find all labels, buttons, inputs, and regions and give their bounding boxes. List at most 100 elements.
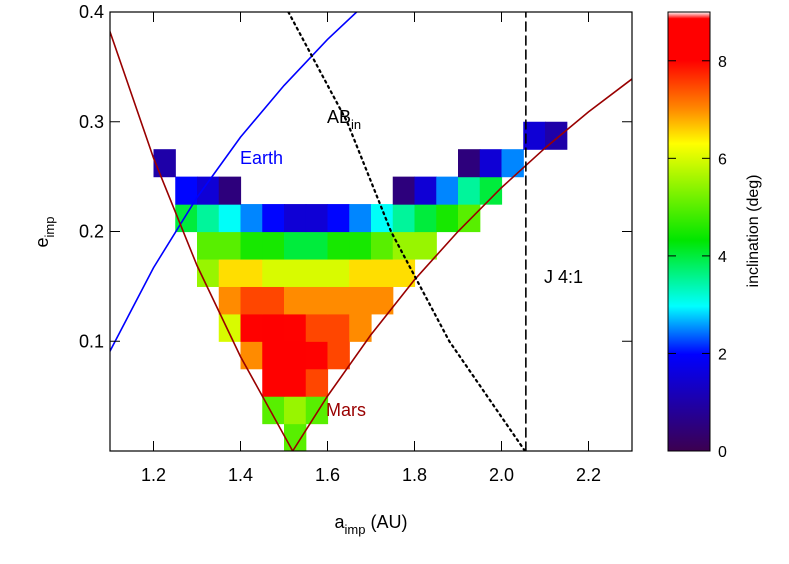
heat-cell [218,258,242,287]
curve [110,30,632,451]
heat-cell [327,258,350,287]
heat-cell [284,258,307,287]
heat-cell [262,258,285,287]
heat-cell [349,231,372,260]
heat-cell [436,176,459,205]
heat-cell [458,176,481,205]
heat-cell [240,258,263,287]
colorbar-axis: 0 2 4 6 8 [668,54,727,461]
heat-cell [197,258,220,287]
heat-cell [349,204,372,233]
heat-cell [371,286,394,315]
heat-cell [284,396,307,425]
heat-cell [218,176,242,205]
heat-cell [305,341,329,370]
y-label-sub: imp [42,217,57,238]
heat-cell [240,231,263,260]
j41-label: J 4:1 [544,267,583,287]
heat-cell [458,149,481,178]
y-tick-label: 0.2 [79,222,104,242]
x-tick-label: 1.4 [228,465,253,485]
heat-cell [414,231,437,260]
heat-cell [240,286,263,315]
heat-cell [327,286,350,315]
heat-cell [305,286,329,315]
heat-cell [371,258,394,287]
curves [110,12,632,451]
heat-cell [218,204,242,233]
heat-cell [175,176,198,205]
heat-cell [262,313,285,342]
heat-cell [327,204,350,233]
heat-cell [349,258,372,287]
heat-cell [349,286,372,315]
heat-cell [284,341,307,370]
heat-cell [218,286,242,315]
heat-cell [153,149,176,178]
heat-cell [501,149,524,178]
colorbar-tick-label: 8 [718,54,727,71]
heat-cell [284,286,307,315]
y-tick-label: 0.1 [79,331,104,351]
axes: 1.2 1.4 1.6 1.8 2.0 2.2 0.1 0.2 0.3 0.4 [79,2,632,485]
x-tick-label: 2.2 [576,465,601,485]
heat-cell [284,231,307,260]
heat-cell [262,396,285,425]
heat-cell [479,176,503,205]
curve [110,12,358,352]
mars-label: Mars [326,400,366,420]
heat-cell [197,231,220,260]
colorbar-tick-label: 4 [718,249,727,266]
y-tick-label: 0.3 [79,112,104,132]
heat-cell [284,368,307,397]
earth-label: Earth [240,148,283,168]
heat-cell [262,204,285,233]
x-axis-label: aimp (AU) [335,512,408,537]
x-tick-label: 1.8 [402,465,427,485]
heat-cell [305,258,329,287]
x-tick-label: 2.0 [489,465,514,485]
plot-frame [109,11,633,452]
heat-cell [240,341,263,370]
heat-cell [414,204,437,233]
heat-cell [305,368,329,397]
heat-cell [436,204,459,233]
heat-cell [479,149,503,178]
heat-cell [523,121,546,150]
heat-cell [262,286,285,315]
y-tick-label: 0.4 [79,2,104,22]
colorbar [667,11,711,452]
x-label-var: a [335,512,346,532]
heat-cell [240,204,263,233]
heat-cell [262,231,285,260]
heat-cell [392,231,416,260]
colorbar-label: inclination (deg) [745,175,762,288]
heat-cell [240,313,263,342]
heat-cell [327,313,350,342]
heat-cell [284,204,307,233]
heat-cell [327,231,350,260]
heat-cell [262,368,285,397]
colorbar-tick-label: 2 [718,346,727,363]
heat-cell [197,204,220,233]
x-label-unit: (AU) [370,512,407,532]
heat-cell [197,176,220,205]
heat-cell [218,313,242,342]
colorbar-tick-label: 0 [718,444,727,461]
heat-cell [262,341,285,370]
heat-cell [371,231,394,260]
heat-cell [327,341,350,370]
ab-label: ABin [327,107,361,132]
heat-cell [305,204,329,233]
x-tick-label: 1.6 [315,465,340,485]
heat-cell [349,313,372,342]
ab-sub: in [351,117,361,132]
heat-cell [414,176,437,205]
heat-cell [392,204,416,233]
y-label-var: e [32,237,52,247]
colorbar-tick-label: 6 [718,151,727,168]
curve [287,12,527,451]
heat-cell [284,313,307,342]
